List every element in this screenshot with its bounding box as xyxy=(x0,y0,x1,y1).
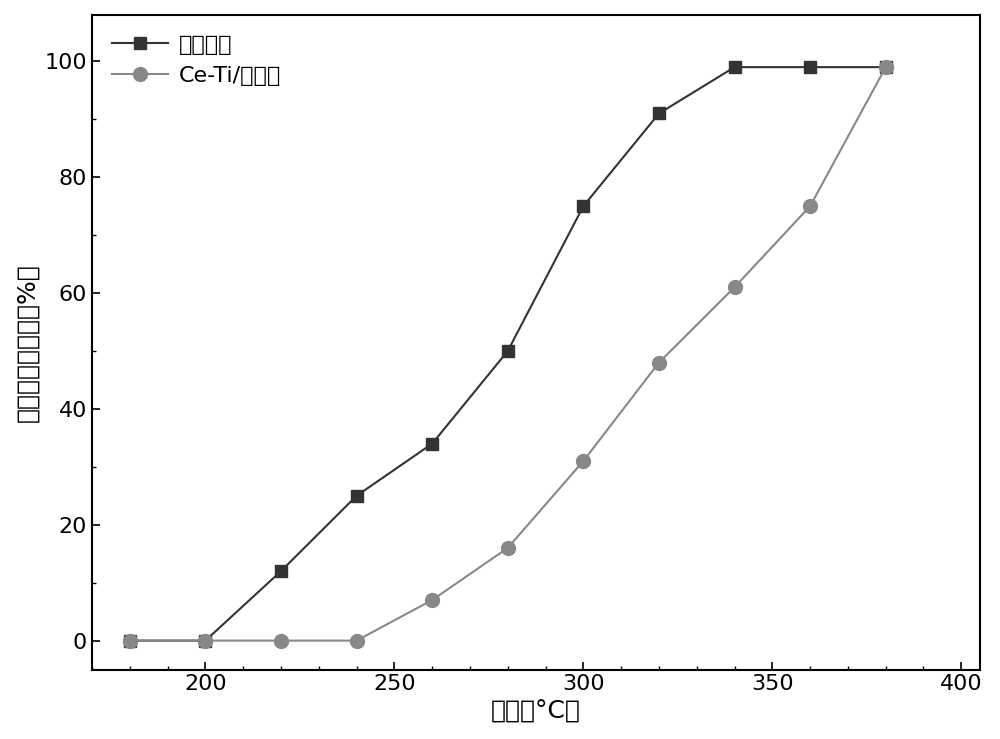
Legend: 本催化剂, Ce-Ti/粉煤灰: 本催化剂, Ce-Ti/粉煤灰 xyxy=(103,26,290,95)
Line: 本催化剂: 本催化剂 xyxy=(124,61,892,647)
本催化剂 xyxy=(351,491,363,500)
本催化剂 xyxy=(729,63,741,72)
Ce-Ti/粉煤灰 xyxy=(124,636,136,645)
Line: Ce-Ti/粉煤灰: Ce-Ti/粉煤灰 xyxy=(123,60,893,647)
Ce-Ti/粉煤灰 xyxy=(199,636,211,645)
Ce-Ti/粉煤灰 xyxy=(426,596,438,605)
本催化剂 xyxy=(880,63,892,72)
本催化剂 xyxy=(577,202,589,211)
本催化剂 xyxy=(804,63,816,72)
本催化剂 xyxy=(653,109,665,118)
本催化剂 xyxy=(502,347,514,355)
Ce-Ti/粉煤灰 xyxy=(577,457,589,466)
本催化剂 xyxy=(275,567,287,576)
Y-axis label: 二氯甲烷去除率（%）: 二氯甲烷去除率（%） xyxy=(15,263,39,422)
本催化剂 xyxy=(426,439,438,448)
Ce-Ti/粉煤灰 xyxy=(275,636,287,645)
Ce-Ti/粉煤灰 xyxy=(880,63,892,72)
Ce-Ti/粉煤灰 xyxy=(729,283,741,292)
X-axis label: 温度（°C）: 温度（°C） xyxy=(491,700,581,724)
本催化剂 xyxy=(124,636,136,645)
Ce-Ti/粉煤灰 xyxy=(502,543,514,552)
Ce-Ti/粉煤灰 xyxy=(804,202,816,211)
本催化剂 xyxy=(199,636,211,645)
Ce-Ti/粉煤灰 xyxy=(351,636,363,645)
Ce-Ti/粉煤灰 xyxy=(653,358,665,367)
